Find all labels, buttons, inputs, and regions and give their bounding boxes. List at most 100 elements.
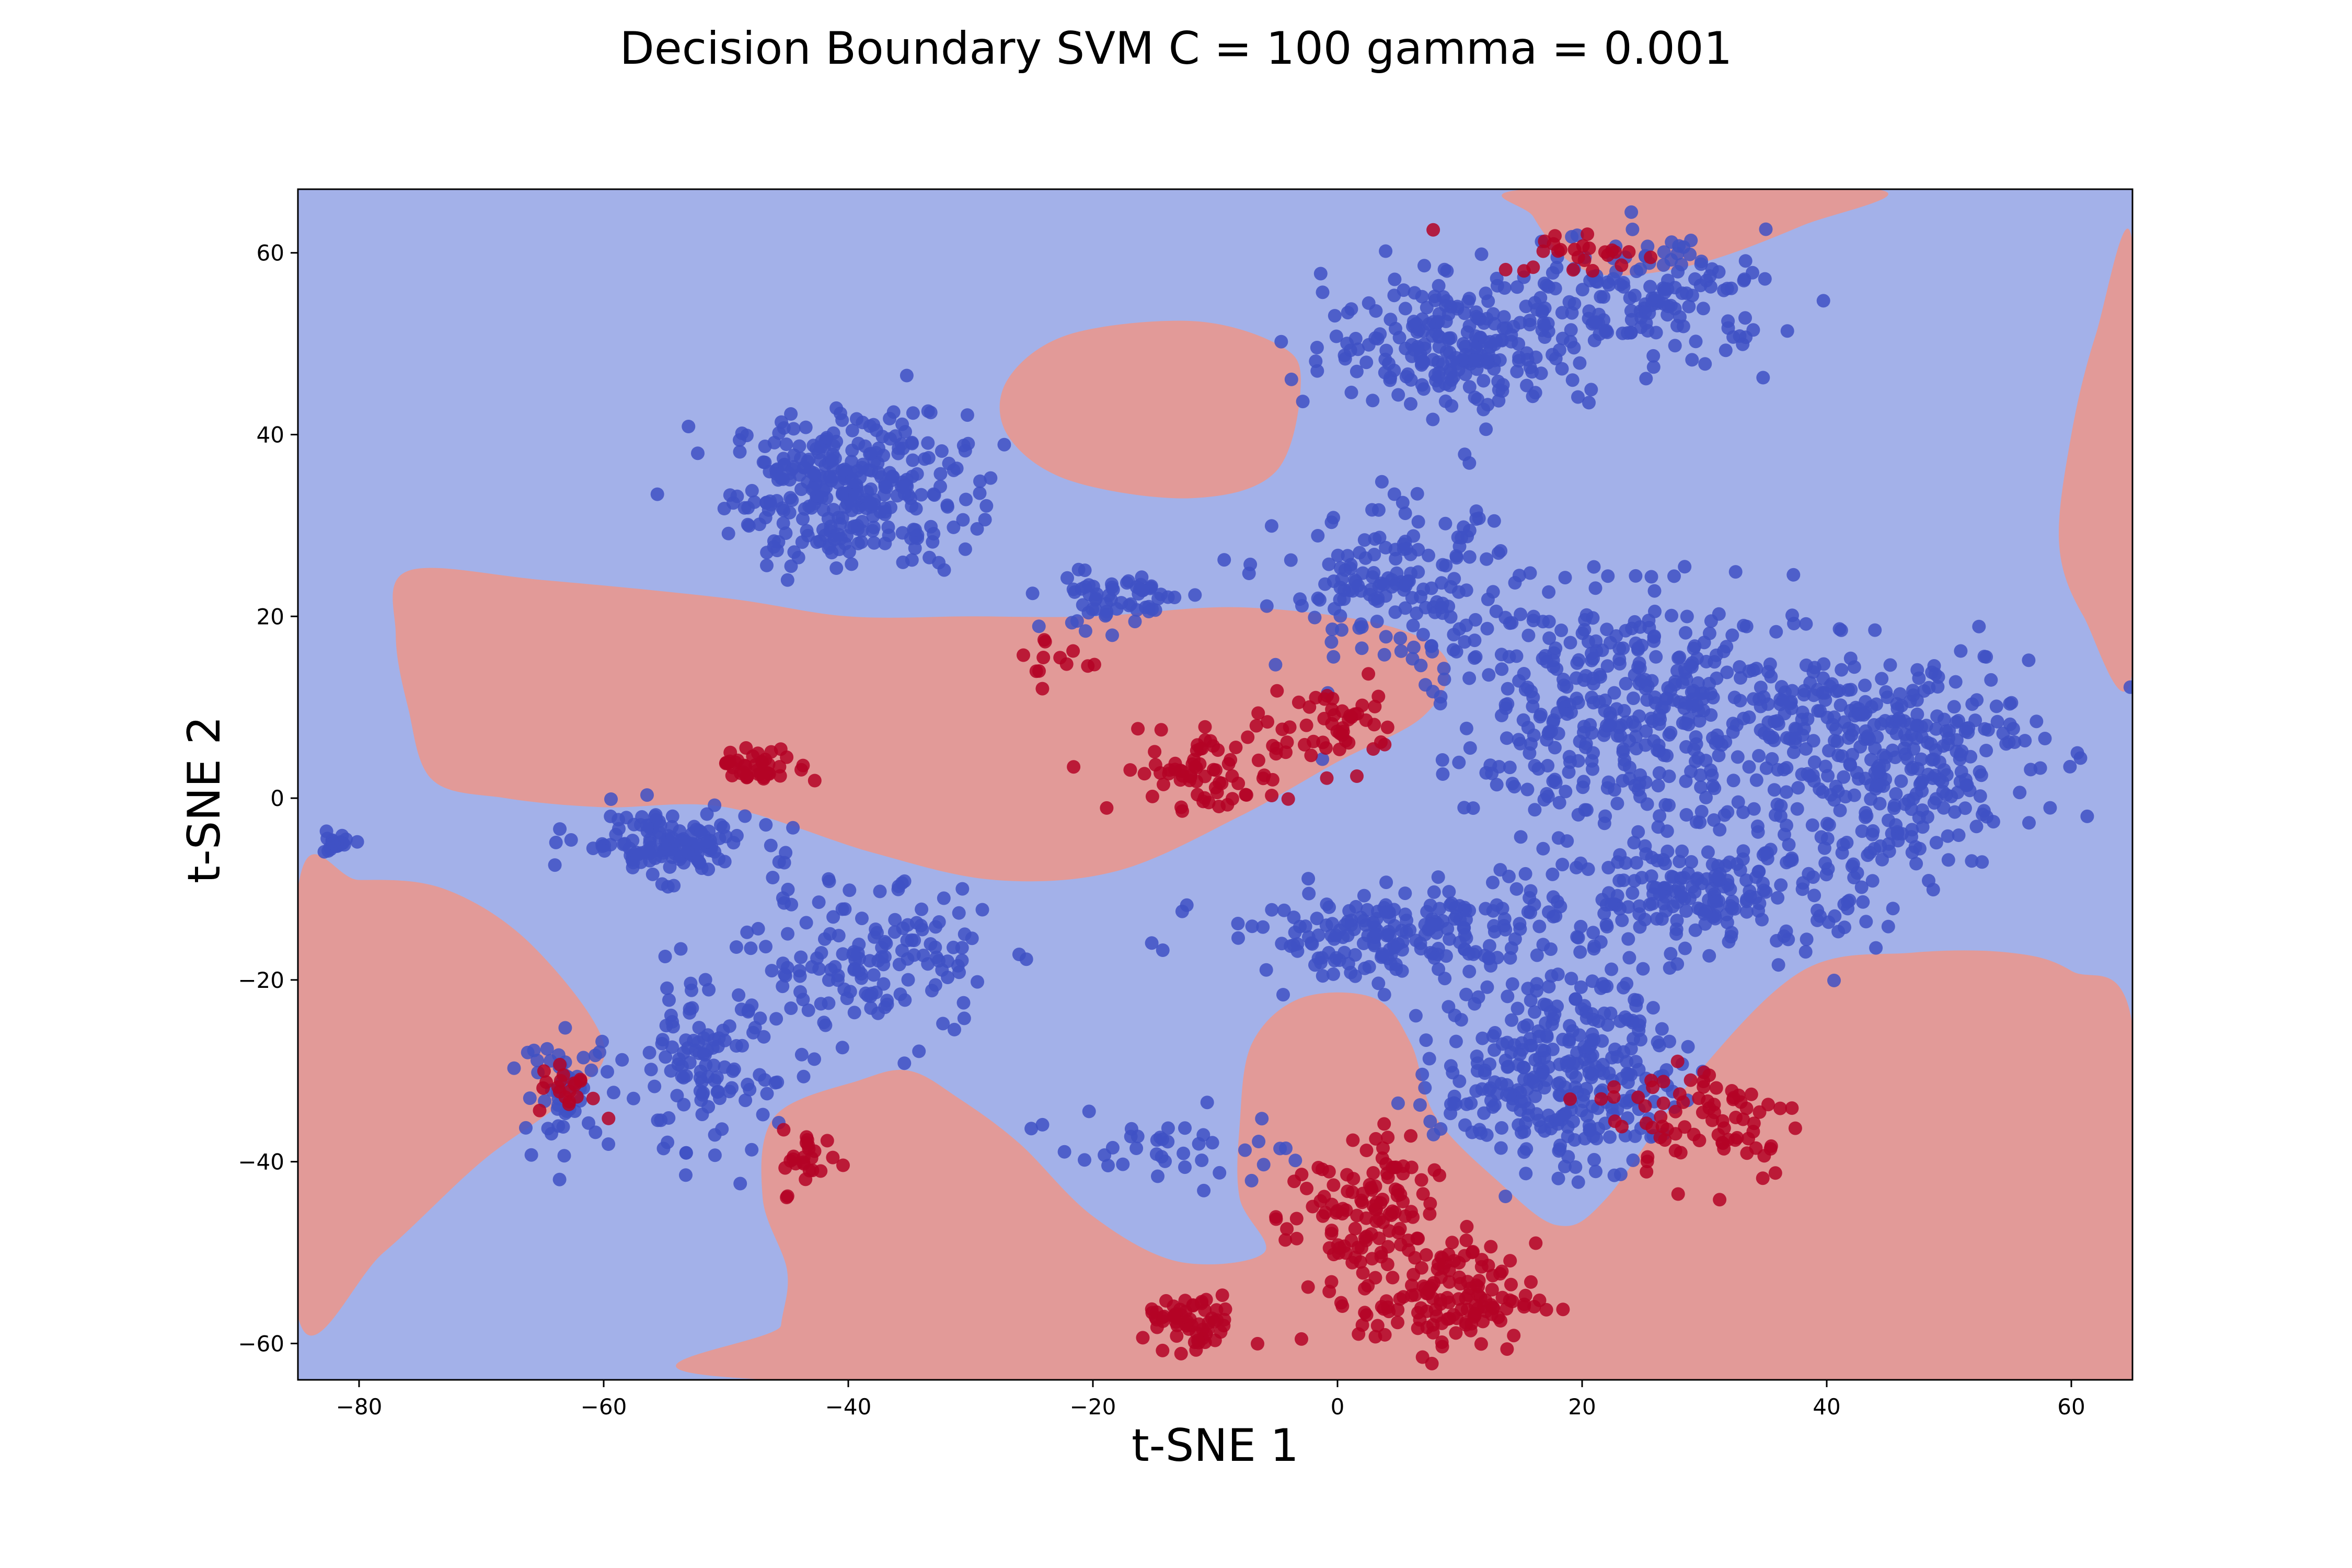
data-point: [1688, 639, 1702, 653]
data-point: [1336, 1202, 1350, 1216]
data-point: [1378, 1328, 1392, 1342]
data-point: [1722, 935, 1736, 949]
data-point: [1393, 1221, 1407, 1236]
data-point: [1024, 1122, 1039, 1136]
data-point: [1067, 760, 1081, 774]
data-point: [1399, 541, 1413, 556]
data-point: [808, 468, 822, 482]
data-point: [1778, 827, 1791, 841]
data-point: [1728, 902, 1742, 916]
data-point: [1401, 1233, 1415, 1248]
data-point: [1409, 933, 1423, 948]
data-point: [1500, 731, 1514, 745]
data-point: [780, 750, 794, 764]
data-point: [539, 1075, 554, 1089]
data-point: [1717, 283, 1731, 297]
data-point: [1821, 915, 1836, 929]
data-point: [1524, 684, 1538, 698]
data-point: [1914, 776, 1928, 790]
data-point: [1348, 969, 1362, 983]
data-point: [586, 1091, 600, 1105]
data-point: [826, 910, 840, 924]
data-point: [1581, 862, 1595, 876]
data-point: [776, 516, 790, 531]
data-point: [1709, 1081, 1723, 1095]
data-point: [556, 1068, 570, 1082]
data-point: [1501, 1059, 1515, 1074]
data-point: [818, 932, 832, 946]
data-point: [1538, 234, 1552, 248]
data-point: [929, 920, 943, 934]
data-point: [1601, 775, 1616, 789]
data-point: [1670, 957, 1685, 971]
data-point: [832, 929, 846, 943]
data-point: [735, 1039, 749, 1053]
data-point: [947, 520, 961, 534]
data-point: [892, 879, 906, 893]
data-point: [1679, 808, 1693, 822]
data-point: [1329, 951, 1343, 965]
data-point: [1547, 646, 1561, 660]
data-point: [1086, 580, 1100, 594]
data-point: [570, 1090, 584, 1104]
data-point: [1567, 341, 1581, 355]
data-point: [1619, 856, 1633, 870]
data-point: [769, 1012, 783, 1026]
data-point: [1799, 742, 1813, 756]
data-point: [1747, 802, 1761, 816]
data-point: [1559, 785, 1573, 799]
data-point: [1630, 264, 1644, 279]
data-point: [1610, 702, 1623, 716]
data-point: [527, 1043, 541, 1057]
data-point: [1427, 951, 1442, 965]
data-point: [1822, 744, 1836, 758]
data-point: [1549, 352, 1563, 365]
data-point: [1656, 258, 1670, 272]
data-point: [1333, 1241, 1347, 1255]
data-point: [1666, 900, 1680, 914]
data-point: [1624, 1068, 1638, 1082]
data-point: [1940, 768, 1954, 782]
data-point: [1535, 1043, 1549, 1057]
data-point: [1328, 309, 1342, 323]
data-point: [1399, 576, 1413, 590]
data-point: [1569, 1160, 1583, 1174]
data-point: [1827, 793, 1841, 807]
data-point: [764, 838, 778, 852]
data-point: [1698, 357, 1712, 371]
data-point: [984, 471, 998, 485]
data-point: [708, 1074, 722, 1088]
data-point: [1604, 897, 1618, 912]
data-point: [1500, 1342, 1514, 1356]
data-point: [1053, 651, 1067, 665]
data-point: [1883, 658, 1897, 672]
data-point: [1324, 929, 1339, 942]
data-point: [1331, 548, 1345, 562]
data-point: [1101, 1159, 1115, 1172]
data-point: [1359, 1144, 1374, 1157]
data-point: [1423, 1196, 1437, 1210]
data-point: [1486, 585, 1500, 599]
data-point: [1312, 593, 1327, 607]
data-point: [1462, 319, 1477, 333]
data-point: [1366, 570, 1380, 584]
data-point: [784, 407, 798, 421]
data-point: [700, 807, 714, 821]
data-point: [2003, 697, 2017, 711]
data-point: [1215, 776, 1229, 790]
data-point: [1269, 1210, 1283, 1224]
data-point: [745, 483, 759, 498]
data-point: [1660, 1122, 1674, 1136]
data-point: [1396, 935, 1410, 949]
data-point: [1600, 979, 1614, 993]
data-point: [1950, 744, 1964, 758]
data-point: [1431, 315, 1445, 329]
data-point: [1678, 560, 1692, 574]
data-point: [729, 940, 743, 954]
data-point: [1872, 765, 1886, 779]
data-point: [1526, 699, 1540, 713]
data-point: [1549, 776, 1563, 790]
data-point: [1497, 310, 1511, 324]
data-point: [1922, 681, 1936, 695]
data-point: [756, 455, 770, 469]
